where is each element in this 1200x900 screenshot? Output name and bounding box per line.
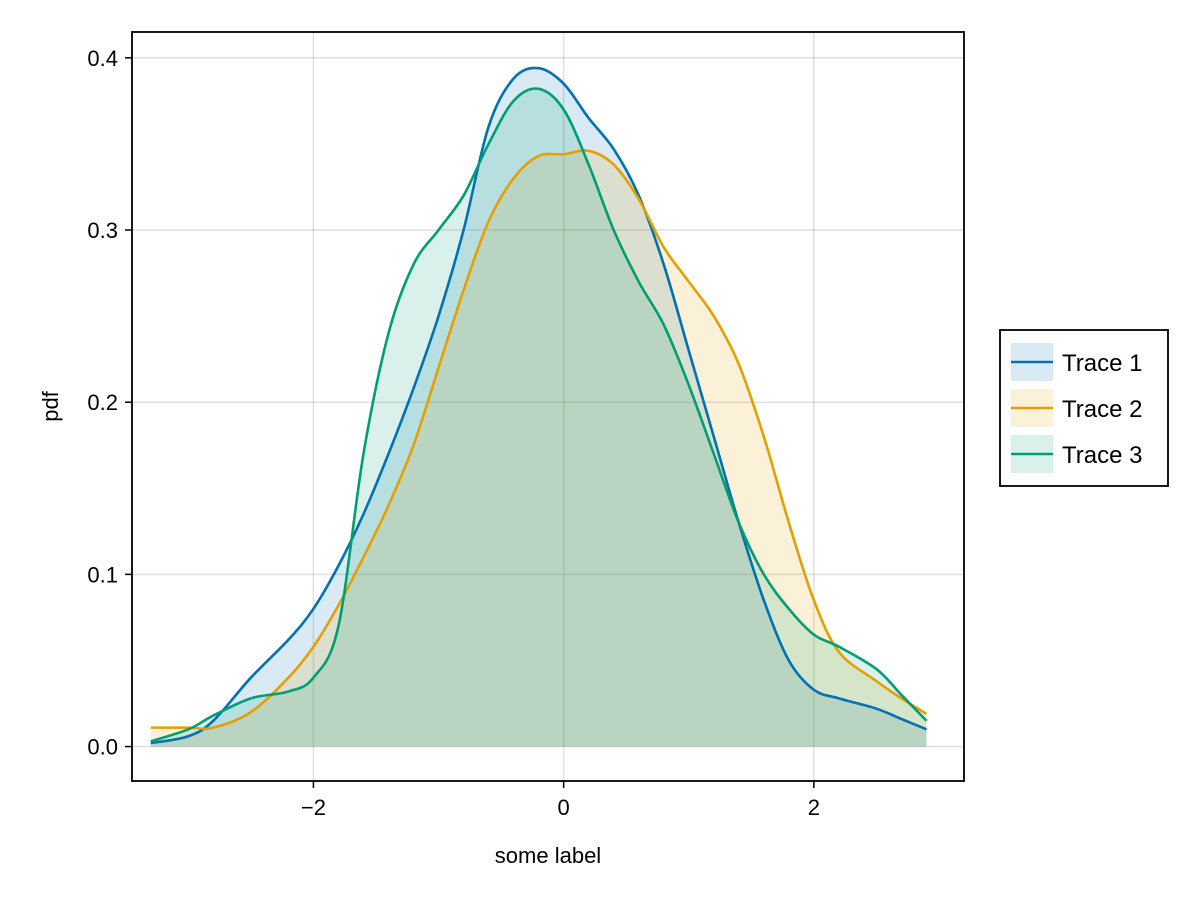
y-tick-label: 0.0 <box>87 735 118 760</box>
y-tick-label: 0.2 <box>87 390 118 415</box>
x-axis-title: some label <box>495 843 601 868</box>
y-axis-ticks: 0.0 0.1 0.2 0.3 0.4 <box>87 46 132 760</box>
x-tick-label: 0 <box>558 795 570 820</box>
series-fill-3 <box>150 88 927 747</box>
legend-label-2: Trace 2 <box>1062 396 1142 423</box>
series-lines <box>150 66 928 745</box>
plot-frame <box>131 31 965 782</box>
y-axis-title: pdf <box>38 390 63 421</box>
grid <box>132 32 964 781</box>
x-axis-ticks: −2 0 2 <box>301 781 820 820</box>
series-line-1 <box>150 66 927 745</box>
legend: Trace 1 Trace 2 Trace 3 <box>999 329 1169 487</box>
y-tick-label: 0.3 <box>87 218 118 243</box>
y-tick-label: 0.1 <box>87 562 118 587</box>
y-tick-label: 0.4 <box>87 46 118 71</box>
series-line-2 <box>150 149 928 731</box>
series-fill-1 <box>150 67 927 747</box>
series-fills <box>150 67 927 747</box>
legend-label-3: Trace 3 <box>1062 442 1142 469</box>
x-tick-label: 2 <box>808 795 820 820</box>
legend-label-1: Trace 1 <box>1062 350 1142 377</box>
series-line-3 <box>150 87 928 743</box>
x-tick-label: −2 <box>301 795 326 820</box>
